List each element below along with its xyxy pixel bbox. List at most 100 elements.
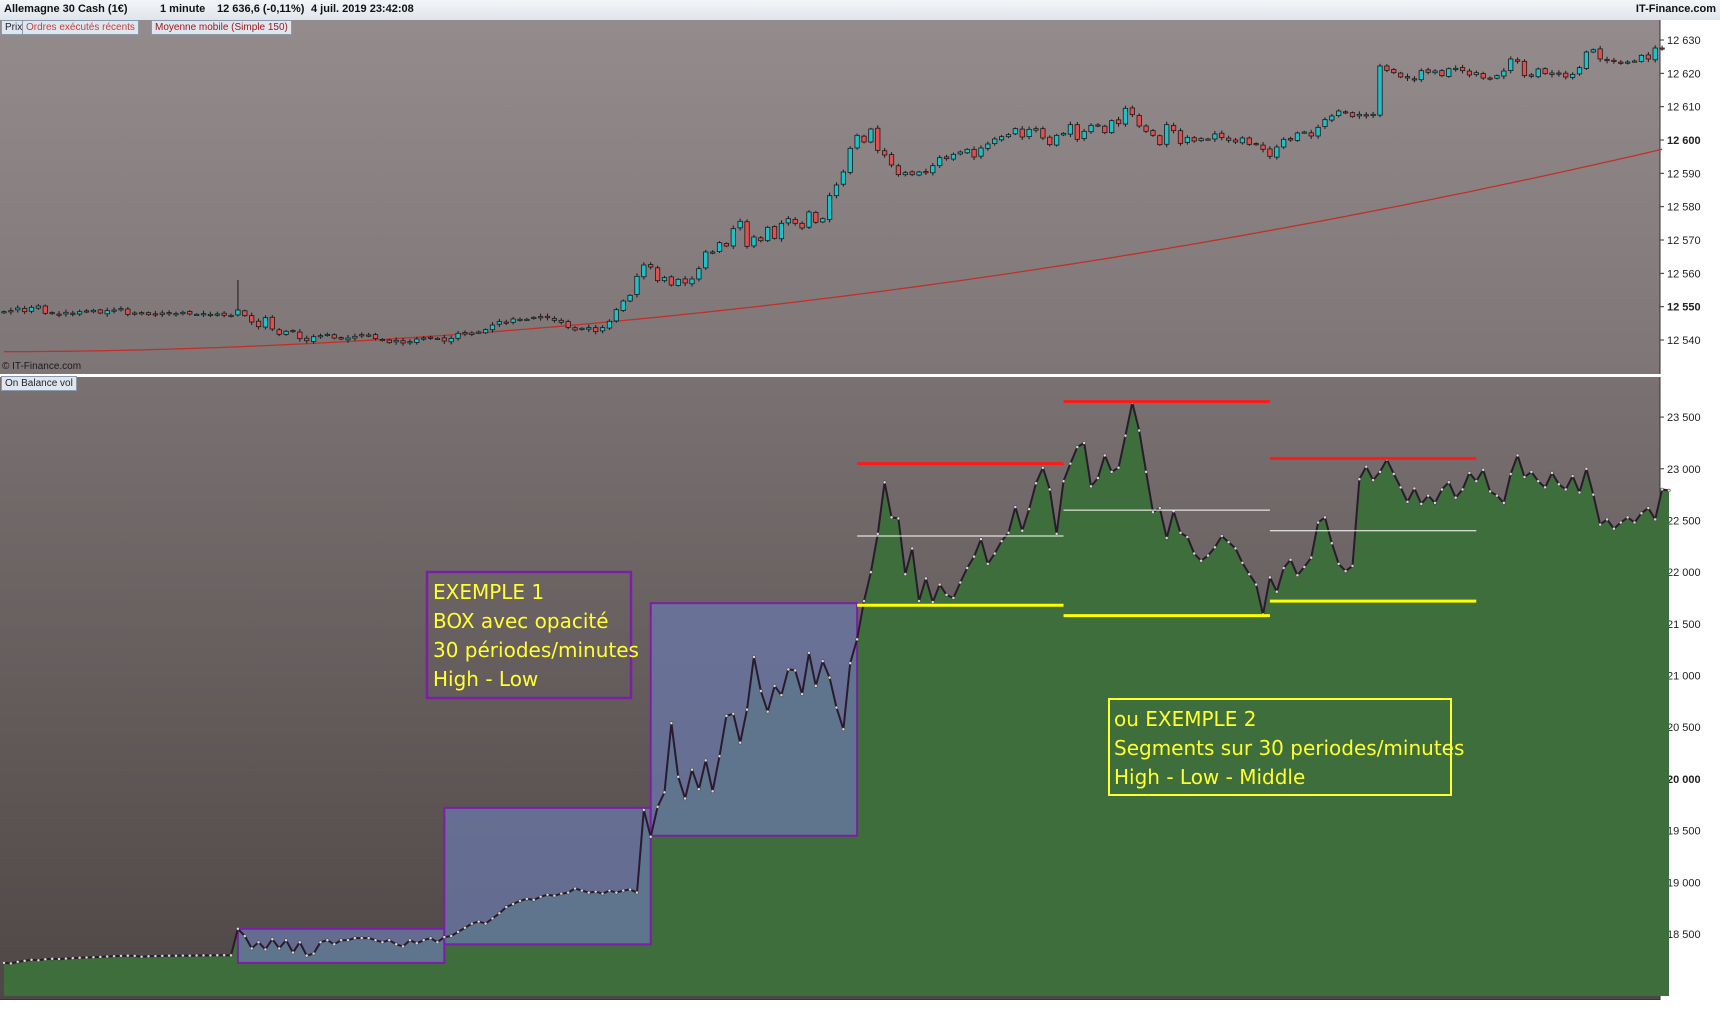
candle-body	[1618, 61, 1624, 64]
obv-point	[1295, 573, 1300, 577]
candle-body	[249, 315, 255, 323]
obv-point	[249, 946, 254, 951]
price-tick-label: 12 540	[1667, 335, 1701, 347]
candle-body	[950, 153, 957, 160]
candle-body	[462, 332, 468, 335]
candle-body	[655, 267, 661, 282]
candle-body	[166, 312, 172, 315]
obv-point	[648, 835, 653, 839]
candle-body	[620, 300, 626, 311]
panel-divider[interactable]	[0, 374, 1720, 377]
obv-point	[566, 890, 570, 895]
candle-body	[1109, 120, 1115, 134]
tab-on-balance-vol[interactable]: On Balance vol	[1, 376, 77, 391]
candle-body	[765, 226, 771, 242]
candle-body	[1411, 78, 1417, 81]
candle-body	[366, 334, 372, 337]
candle-body	[310, 336, 317, 342]
obv-point	[256, 940, 261, 944]
obv-point	[765, 709, 770, 714]
candle-body	[833, 184, 840, 197]
obv-point	[1433, 501, 1437, 505]
candle-body	[1391, 69, 1397, 74]
candle-body	[1122, 107, 1129, 125]
candle-body	[888, 154, 895, 166]
candle-body	[97, 309, 103, 314]
charts-canvas[interactable]: 12 630 12 620 12 610 12 600 12 590 12 580 12 5…	[0, 20, 1720, 1000]
candle-body	[1446, 68, 1452, 77]
candle-body	[565, 321, 571, 328]
obv-point	[284, 938, 288, 942]
candle-body	[400, 340, 406, 344]
candle-body	[1102, 125, 1108, 134]
candle-body	[1171, 125, 1177, 132]
candle-body	[593, 327, 599, 333]
obv-tick-label: 19 000	[1667, 877, 1701, 889]
candle-body	[1253, 143, 1259, 146]
candle-body	[125, 308, 131, 315]
candle-body	[1095, 124, 1101, 127]
obv-point	[428, 936, 433, 940]
candle-body	[703, 251, 709, 269]
candle-body	[1590, 49, 1596, 53]
candle-body	[1418, 70, 1424, 81]
example1-box	[649, 602, 859, 837]
obv-point	[16, 960, 20, 964]
tab-moyenne-mobile[interactable]: Moyenne mobile (Simple 150)	[151, 20, 292, 35]
candle-body	[1157, 135, 1163, 146]
obv-point	[1268, 575, 1272, 580]
obv-point	[387, 938, 392, 942]
obv-point	[855, 637, 859, 642]
candle-body	[56, 313, 62, 316]
obv-point	[1584, 467, 1589, 471]
obv-point	[951, 596, 956, 600]
obv-point	[277, 946, 281, 951]
candle-body	[1143, 125, 1149, 132]
obv-point	[759, 689, 763, 693]
obv-point	[43, 957, 48, 962]
obv-point	[373, 938, 378, 942]
candle-body	[77, 311, 83, 315]
timeframe-label[interactable]: 1 minute	[160, 3, 206, 15]
tab-ordres-executes[interactable]: Ordres exécutés récents	[22, 20, 139, 35]
obv-point	[1116, 465, 1121, 470]
candle-body	[489, 324, 496, 331]
obv-point	[1632, 520, 1637, 525]
obv-point	[1412, 486, 1417, 491]
obv-point	[1164, 536, 1169, 540]
obv-point	[628, 887, 632, 892]
obv-point	[215, 953, 220, 958]
candle-body	[937, 157, 943, 167]
obv-point	[1357, 477, 1362, 481]
obv-point	[153, 954, 158, 958]
obv-point	[1502, 501, 1506, 505]
obv-point	[511, 902, 515, 906]
candle-body	[63, 311, 69, 315]
candle-body	[1219, 132, 1225, 139]
candle-body	[1322, 119, 1328, 127]
price-tick-label: 12 560	[1667, 268, 1701, 280]
price-tick-label: 12 610	[1667, 102, 1701, 114]
candle-body	[1150, 130, 1156, 136]
obv-tick-label: 21 500	[1667, 619, 1701, 631]
candle-body	[1508, 58, 1514, 71]
obv-point	[1577, 490, 1582, 495]
obv-point	[1144, 470, 1148, 474]
candle-body	[200, 313, 207, 316]
candle-body	[414, 338, 420, 343]
obv-point	[353, 936, 357, 940]
obv-point	[1158, 506, 1162, 510]
moving-average-line	[4, 148, 1663, 353]
candle-body	[1074, 124, 1080, 140]
candle-body	[978, 147, 984, 157]
candle-body	[379, 339, 386, 342]
obv-point	[160, 954, 164, 958]
candle-body	[943, 156, 950, 160]
candle-body	[723, 243, 730, 247]
price-tick-label: 12 580	[1667, 202, 1701, 214]
candle-body	[999, 136, 1005, 141]
obv-point	[50, 957, 54, 961]
obv-point	[1061, 479, 1066, 483]
obv-point	[545, 892, 550, 897]
obv-point	[924, 576, 928, 581]
